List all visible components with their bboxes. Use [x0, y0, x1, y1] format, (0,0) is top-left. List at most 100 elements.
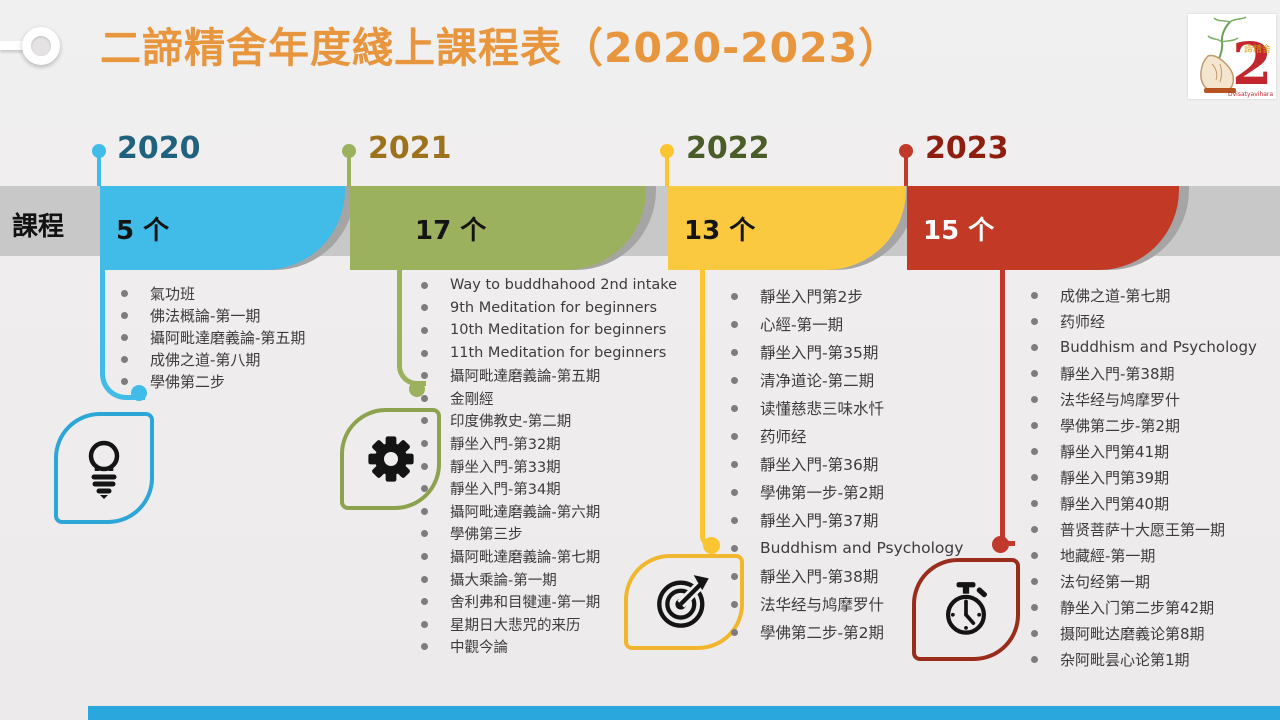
course-item: 读懂慈悲三味水忏 [722, 394, 963, 422]
bottom-accent-bar [88, 706, 1280, 720]
course-count-2020: 5 个 [116, 216, 170, 246]
course-title: 星期日大悲咒的来历 [450, 617, 581, 634]
course-item: 靜坐入門第40期 [1022, 490, 1257, 516]
course-count-2021: 17 个 [415, 216, 487, 246]
bullet-icon [421, 485, 428, 493]
connector-dot-2023 [992, 536, 1009, 553]
course-title: 攝阿毗達磨義論-第六期 [450, 504, 601, 521]
course-item: 11th Meditation for beginners [412, 342, 677, 365]
bullet-icon [731, 348, 738, 356]
course-title: 11th Meditation for beginners [450, 345, 667, 362]
course-title: 靜坐入門-第36期 [760, 456, 879, 474]
count-block-2023: 15 个 [907, 186, 1179, 270]
connector-line-2020 [100, 269, 145, 400]
logo-seal-text: 諦精舍 [1244, 43, 1271, 55]
course-item: 靜坐入門-第35期 [722, 338, 963, 366]
course-item: 攝阿毗達磨義論-第六期 [412, 500, 677, 523]
course-title: 杂阿毗昙心论第1期 [1060, 650, 1190, 669]
course-item: 清净道论-第二期 [722, 366, 963, 394]
course-title: 药师经 [1060, 312, 1106, 331]
timeline-dot-2021 [342, 144, 356, 158]
logo-number: 2 [1232, 30, 1272, 98]
timeline-dot-2023 [899, 144, 913, 158]
bullet-icon [1031, 603, 1038, 611]
bullet-icon [1031, 473, 1038, 481]
course-title: 靜坐入門-第33期 [450, 459, 561, 476]
course-title: 佛法概論-第一期 [150, 306, 261, 325]
bullet-icon [421, 372, 428, 380]
bullet-icon [1031, 421, 1038, 429]
bullet-icon [421, 439, 428, 447]
bullet-icon [731, 516, 738, 524]
bullet-icon [421, 530, 428, 538]
course-item: 佛法概論-第一期 [112, 304, 305, 326]
course-item: 學佛第一步-第2期 [722, 478, 963, 506]
bullet-icon [731, 376, 738, 384]
logo-caption: Dvisatyavihara [1228, 91, 1273, 98]
course-title: 金剛經 [450, 391, 494, 408]
bullet-icon [731, 544, 738, 552]
bullet-icon [421, 462, 428, 470]
course-item: 靜坐入門-第36期 [722, 450, 963, 478]
timeline-dot-2020 [92, 144, 106, 158]
course-title: 清净道论-第二期 [760, 372, 875, 390]
course-item: 學佛第三步 [412, 523, 677, 546]
target-icon [657, 575, 709, 628]
bullet-icon [121, 377, 128, 385]
bullet-icon [731, 320, 738, 328]
course-title: 普贤菩萨十大愿王第一期 [1060, 520, 1226, 539]
bullet-icon [731, 460, 738, 468]
bullet-icon [421, 304, 428, 312]
bullet-icon [1031, 291, 1038, 299]
course-count-2022: 13 个 [684, 216, 756, 246]
course-title: 攝阿毗達磨義論-第五期 [150, 328, 306, 347]
bullet-icon [421, 643, 428, 651]
course-title: 學佛第二步-第2期 [760, 624, 884, 642]
course-item: 心經-第一期 [722, 310, 963, 338]
course-title: 心經-第一期 [760, 316, 844, 334]
course-item: 靜坐入門-第38期 [722, 562, 963, 590]
course-title: 中觀今論 [450, 640, 508, 657]
course-item: 杂阿毗昙心论第1期 [1022, 646, 1257, 672]
course-list-2021: Way to buddhahood 2nd intake 9th Meditati… [412, 274, 677, 658]
count-block-2021: 17 个 [350, 186, 646, 270]
year-label-2022: 2022 [686, 131, 770, 166]
course-title: 攝大乘論-第一期 [450, 572, 557, 589]
bullet-icon [1031, 343, 1038, 351]
course-count-2023: 15 个 [923, 216, 995, 246]
connector-line-2023 [1000, 269, 1015, 546]
course-item: 靜坐入門-第33期 [412, 455, 677, 478]
bullet-icon [421, 575, 428, 583]
course-title: 靜坐入門-第38期 [1060, 364, 1175, 383]
course-item: 靜坐入門第41期 [1022, 438, 1257, 464]
course-item: 静坐入门第二步第42期 [1022, 594, 1257, 620]
count-block-2020: 5 个 [100, 186, 345, 270]
course-list-2023: 成佛之道-第七期 药师经 Buddhism and Psychology 靜坐入門-第… [1022, 282, 1257, 672]
page-title: 二諦精舍年度綫上課程表（2020-2023） [100, 24, 901, 72]
timeline-stem-2020 [97, 155, 101, 186]
course-item: 地藏經-第一期 [1022, 542, 1257, 568]
bullet-icon [1031, 655, 1038, 663]
connector-dot-2022 [703, 537, 720, 554]
course-title: 法华经与鸠摩罗什 [1060, 390, 1181, 409]
timeline-dot-2022 [660, 144, 674, 158]
lightbulb-icon [88, 440, 120, 499]
bullet-icon [421, 507, 428, 515]
course-title: 靜坐入門-第38期 [760, 568, 879, 586]
course-title: 地藏經-第一期 [1060, 546, 1156, 565]
course-item: 摄阿毗达磨義论第8期 [1022, 620, 1257, 646]
bullet-icon [421, 326, 428, 334]
bullet-icon [731, 488, 738, 496]
bullet-icon [731, 432, 738, 440]
bullet-icon [121, 355, 128, 363]
course-item: 普贤菩萨十大愿王第一期 [1022, 516, 1257, 542]
logo-graphic: 2 諦精舍 Dvisatyavihara [1200, 16, 1273, 98]
bullet-icon [731, 600, 738, 608]
course-list-2022: 靜坐入門第2步 心經-第一期 靜坐入門-第35期 清净道论-第二期 读懂慈悲三味水忏 药师… [722, 282, 963, 646]
course-title: 靜坐入門-第32期 [450, 436, 561, 453]
bullet-icon [1031, 447, 1038, 455]
course-title: 攝阿毗達磨義論-第七期 [450, 549, 601, 566]
course-item: 靜坐入門第2步 [722, 282, 963, 310]
course-item: 攝阿毗達磨義論-第七期 [412, 545, 677, 568]
